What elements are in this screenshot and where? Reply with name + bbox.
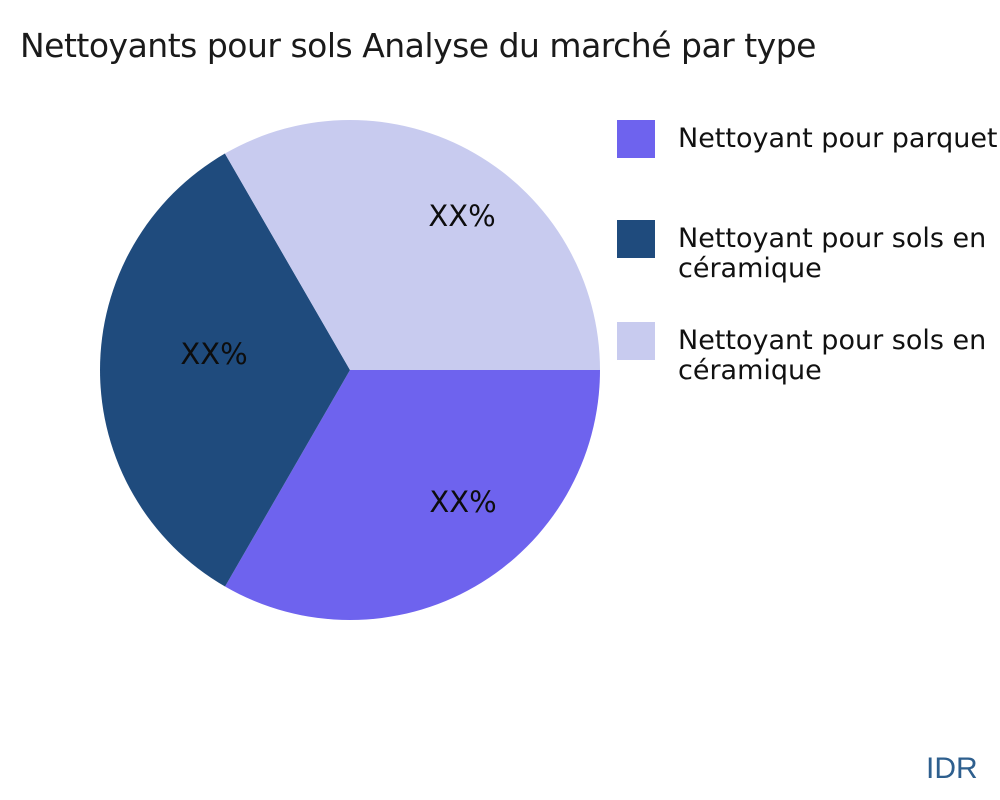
- legend-swatch: [617, 220, 655, 258]
- legend-label-line: Nettoyant pour sols en: [678, 325, 987, 356]
- legend-item: Nettoyant pour parquet: [617, 120, 998, 158]
- slice-percent-label: XX%: [428, 199, 496, 233]
- pie-slice-0: [225, 370, 600, 620]
- legend: Nettoyant pour parquet Nettoyant pour so…: [617, 120, 1000, 420]
- legend-label-line: céramique: [678, 253, 822, 284]
- pie-svg: [100, 120, 600, 620]
- legend-label: Nettoyant pour sols en céramique: [678, 224, 986, 284]
- slice-percent-label: XX%: [180, 337, 248, 371]
- legend-label-line: céramique: [678, 355, 822, 386]
- page-title: Nettoyants pour sols Analyse du marché p…: [20, 26, 816, 65]
- watermark-idr: IDR: [926, 752, 978, 785]
- legend-label: Nettoyant pour parquet: [678, 124, 998, 154]
- pie-slice-1: [100, 153, 350, 587]
- legend-item: Nettoyant pour sols en céramique: [617, 322, 986, 386]
- slice-percent-label: XX%: [429, 485, 497, 519]
- legend-label-line: Nettoyant pour parquet: [678, 123, 998, 154]
- legend-swatch: [617, 322, 655, 360]
- legend-swatch: [617, 120, 655, 158]
- pie-chart: XX% XX% XX%: [100, 120, 600, 620]
- legend-label: Nettoyant pour sols en céramique: [678, 326, 986, 386]
- legend-label-line: Nettoyant pour sols en: [678, 223, 987, 254]
- legend-item: Nettoyant pour sols en céramique: [617, 220, 986, 284]
- pie-slice-2: [224, 120, 600, 370]
